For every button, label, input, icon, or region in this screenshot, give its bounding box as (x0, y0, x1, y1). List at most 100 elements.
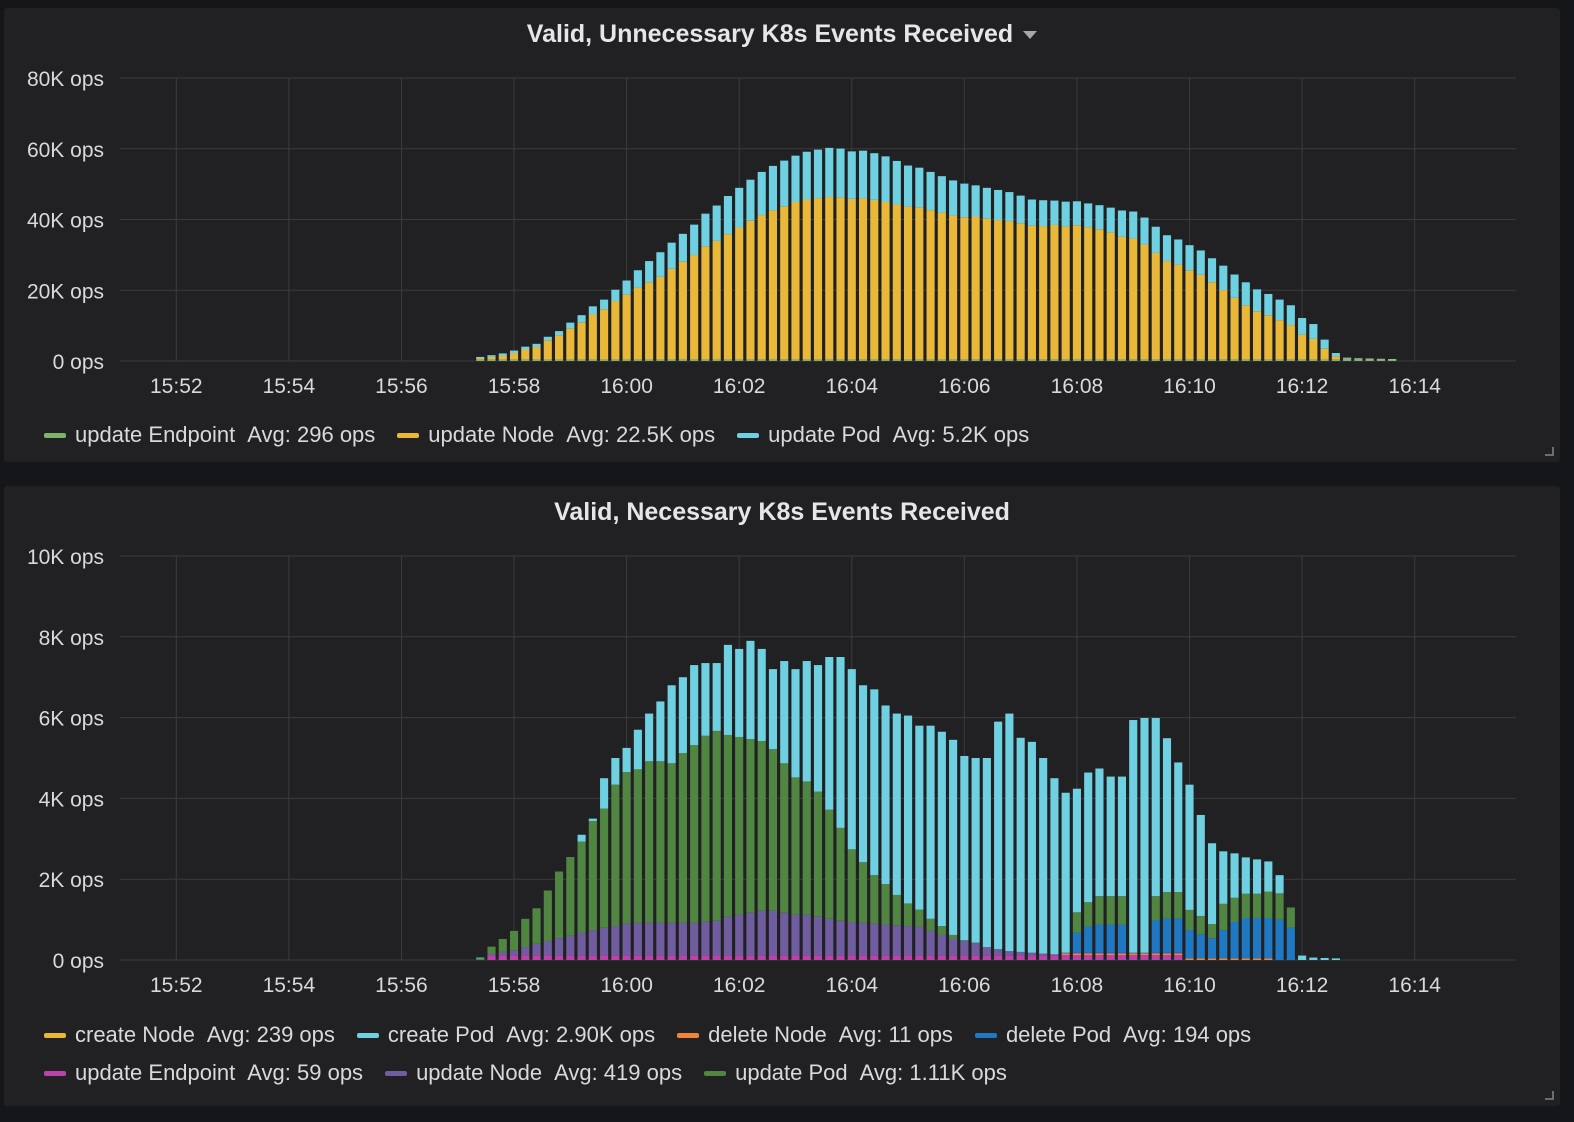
bar-segment (1084, 926, 1093, 953)
bar-segment (870, 955, 879, 960)
bar-segment (1275, 893, 1284, 920)
bar-segment (960, 183, 969, 218)
bar-segment (588, 359, 597, 361)
bar-segment (735, 736, 744, 915)
bar-segment (723, 734, 732, 917)
bar-segment (735, 187, 744, 228)
legend-item[interactable]: delete Pod Avg: 194 ops (974, 1022, 1252, 1048)
bar-segment (1095, 953, 1104, 956)
bar-segment (780, 661, 789, 764)
bar-segment (881, 705, 890, 885)
bar-segment (588, 955, 597, 960)
bar-segment (1117, 955, 1127, 960)
bar-segment (949, 934, 958, 939)
legend-item[interactable]: update Pod Avg: 1.11K ops (704, 1060, 1007, 1086)
bar-segment (532, 943, 541, 956)
bar-segment (1151, 718, 1160, 897)
bar-segment (521, 918, 530, 948)
bar-segment (1117, 210, 1127, 237)
legend-row: update Endpoint Avg: 59 ops update Node Avg… (44, 1054, 1540, 1092)
bar-segment (1050, 955, 1059, 960)
bar-segment (667, 922, 676, 956)
bar-segment (1061, 201, 1070, 227)
bar-segment (611, 758, 620, 785)
bar-segment (1162, 953, 1172, 956)
bar-segment (1084, 203, 1093, 228)
legend-item[interactable]: create Pod Avg: 2.90K ops (356, 1022, 655, 1048)
bar-segment (1084, 953, 1093, 956)
legend-item[interactable]: update Endpoint Avg: 59 ops (44, 1060, 363, 1086)
bar-segment (1039, 953, 1048, 956)
x-tick-label: 15:52 (150, 375, 203, 398)
bar-segment (577, 955, 586, 960)
bar-segment (937, 934, 946, 956)
legend-series-avg: Avg: 194 ops (1123, 1022, 1252, 1047)
bar-segment (791, 155, 800, 202)
panel-title[interactable]: Valid, Unnecessary K8s Events Received (4, 20, 1560, 49)
bar-segment (757, 955, 766, 960)
bar-segment (1061, 792, 1070, 953)
legend-series-avg: Avg: 239 ops (206, 1022, 335, 1047)
legend-item[interactable]: update Endpoint Avg: 296 ops (44, 422, 375, 448)
legend-swatch (397, 432, 420, 438)
x-tick-label: 15:56 (375, 375, 428, 398)
bar-segment (622, 294, 631, 360)
bar-segment (532, 347, 541, 360)
legend-item[interactable]: update Node Avg: 419 ops (385, 1060, 682, 1086)
bar-segment (1331, 353, 1340, 357)
bar-segment (1207, 282, 1217, 360)
bar-segment (645, 922, 654, 956)
bar-segment (836, 827, 845, 921)
bar-segment (847, 669, 856, 850)
bar-segment (1027, 225, 1036, 360)
bar-segment (611, 955, 620, 960)
bar-segment (960, 217, 969, 360)
legend-item[interactable]: update Pod Avg: 5.2K ops (737, 422, 1029, 448)
bar-segment (746, 912, 755, 956)
bar-segment (1207, 958, 1217, 960)
bar-segment (825, 918, 834, 956)
bar-segment (1027, 955, 1036, 960)
bar-segment (971, 216, 980, 360)
bar-segment (1253, 893, 1262, 918)
legend-item[interactable]: delete Node Avg: 11 ops (677, 1022, 953, 1048)
legend-item[interactable]: create Node Avg: 239 ops (44, 1022, 335, 1048)
bar-segment (1162, 738, 1172, 893)
bar-segment (768, 669, 778, 750)
bar-segment (1106, 952, 1115, 954)
bar-segment (1016, 955, 1025, 960)
bar-segment (645, 359, 654, 361)
bar-segment (723, 195, 732, 235)
bar-segment (1072, 225, 1081, 360)
bar-segment (870, 875, 879, 924)
bar-segment (1185, 245, 1194, 271)
bar-segment (701, 246, 710, 360)
bar-segment (949, 938, 958, 956)
panel-title[interactable]: Valid, Necessary K8s Events Received (4, 498, 1560, 527)
bar-segment (971, 955, 980, 960)
bar-segment (645, 761, 654, 923)
bar-segment (1354, 359, 1363, 361)
resize-handle[interactable] (1545, 447, 1554, 456)
x-tick-label: 16:00 (600, 974, 653, 997)
x-tick-label: 15:58 (488, 375, 541, 398)
x-tick-label: 16:12 (1276, 974, 1329, 997)
bar-segment (1185, 930, 1194, 959)
legend-item[interactable]: update Node Avg: 22.5K ops (397, 422, 715, 448)
bar-segment (1162, 359, 1172, 361)
bar-segment (768, 359, 778, 361)
bar-segment (1050, 778, 1059, 955)
bar-segment (701, 921, 710, 956)
chevron-down-icon[interactable] (1023, 31, 1038, 40)
bar-segment (836, 920, 845, 956)
bar-segment (667, 763, 676, 923)
resize-handle[interactable] (1545, 1091, 1554, 1100)
bar-segment (1219, 958, 1228, 960)
bar-segment (858, 862, 868, 923)
bar-segment (509, 930, 519, 951)
bar-segment (1084, 902, 1093, 927)
bar-segment (577, 841, 586, 933)
bar-segment (1331, 958, 1340, 960)
bar-segment (1219, 290, 1228, 360)
bar-segment (1016, 737, 1025, 952)
